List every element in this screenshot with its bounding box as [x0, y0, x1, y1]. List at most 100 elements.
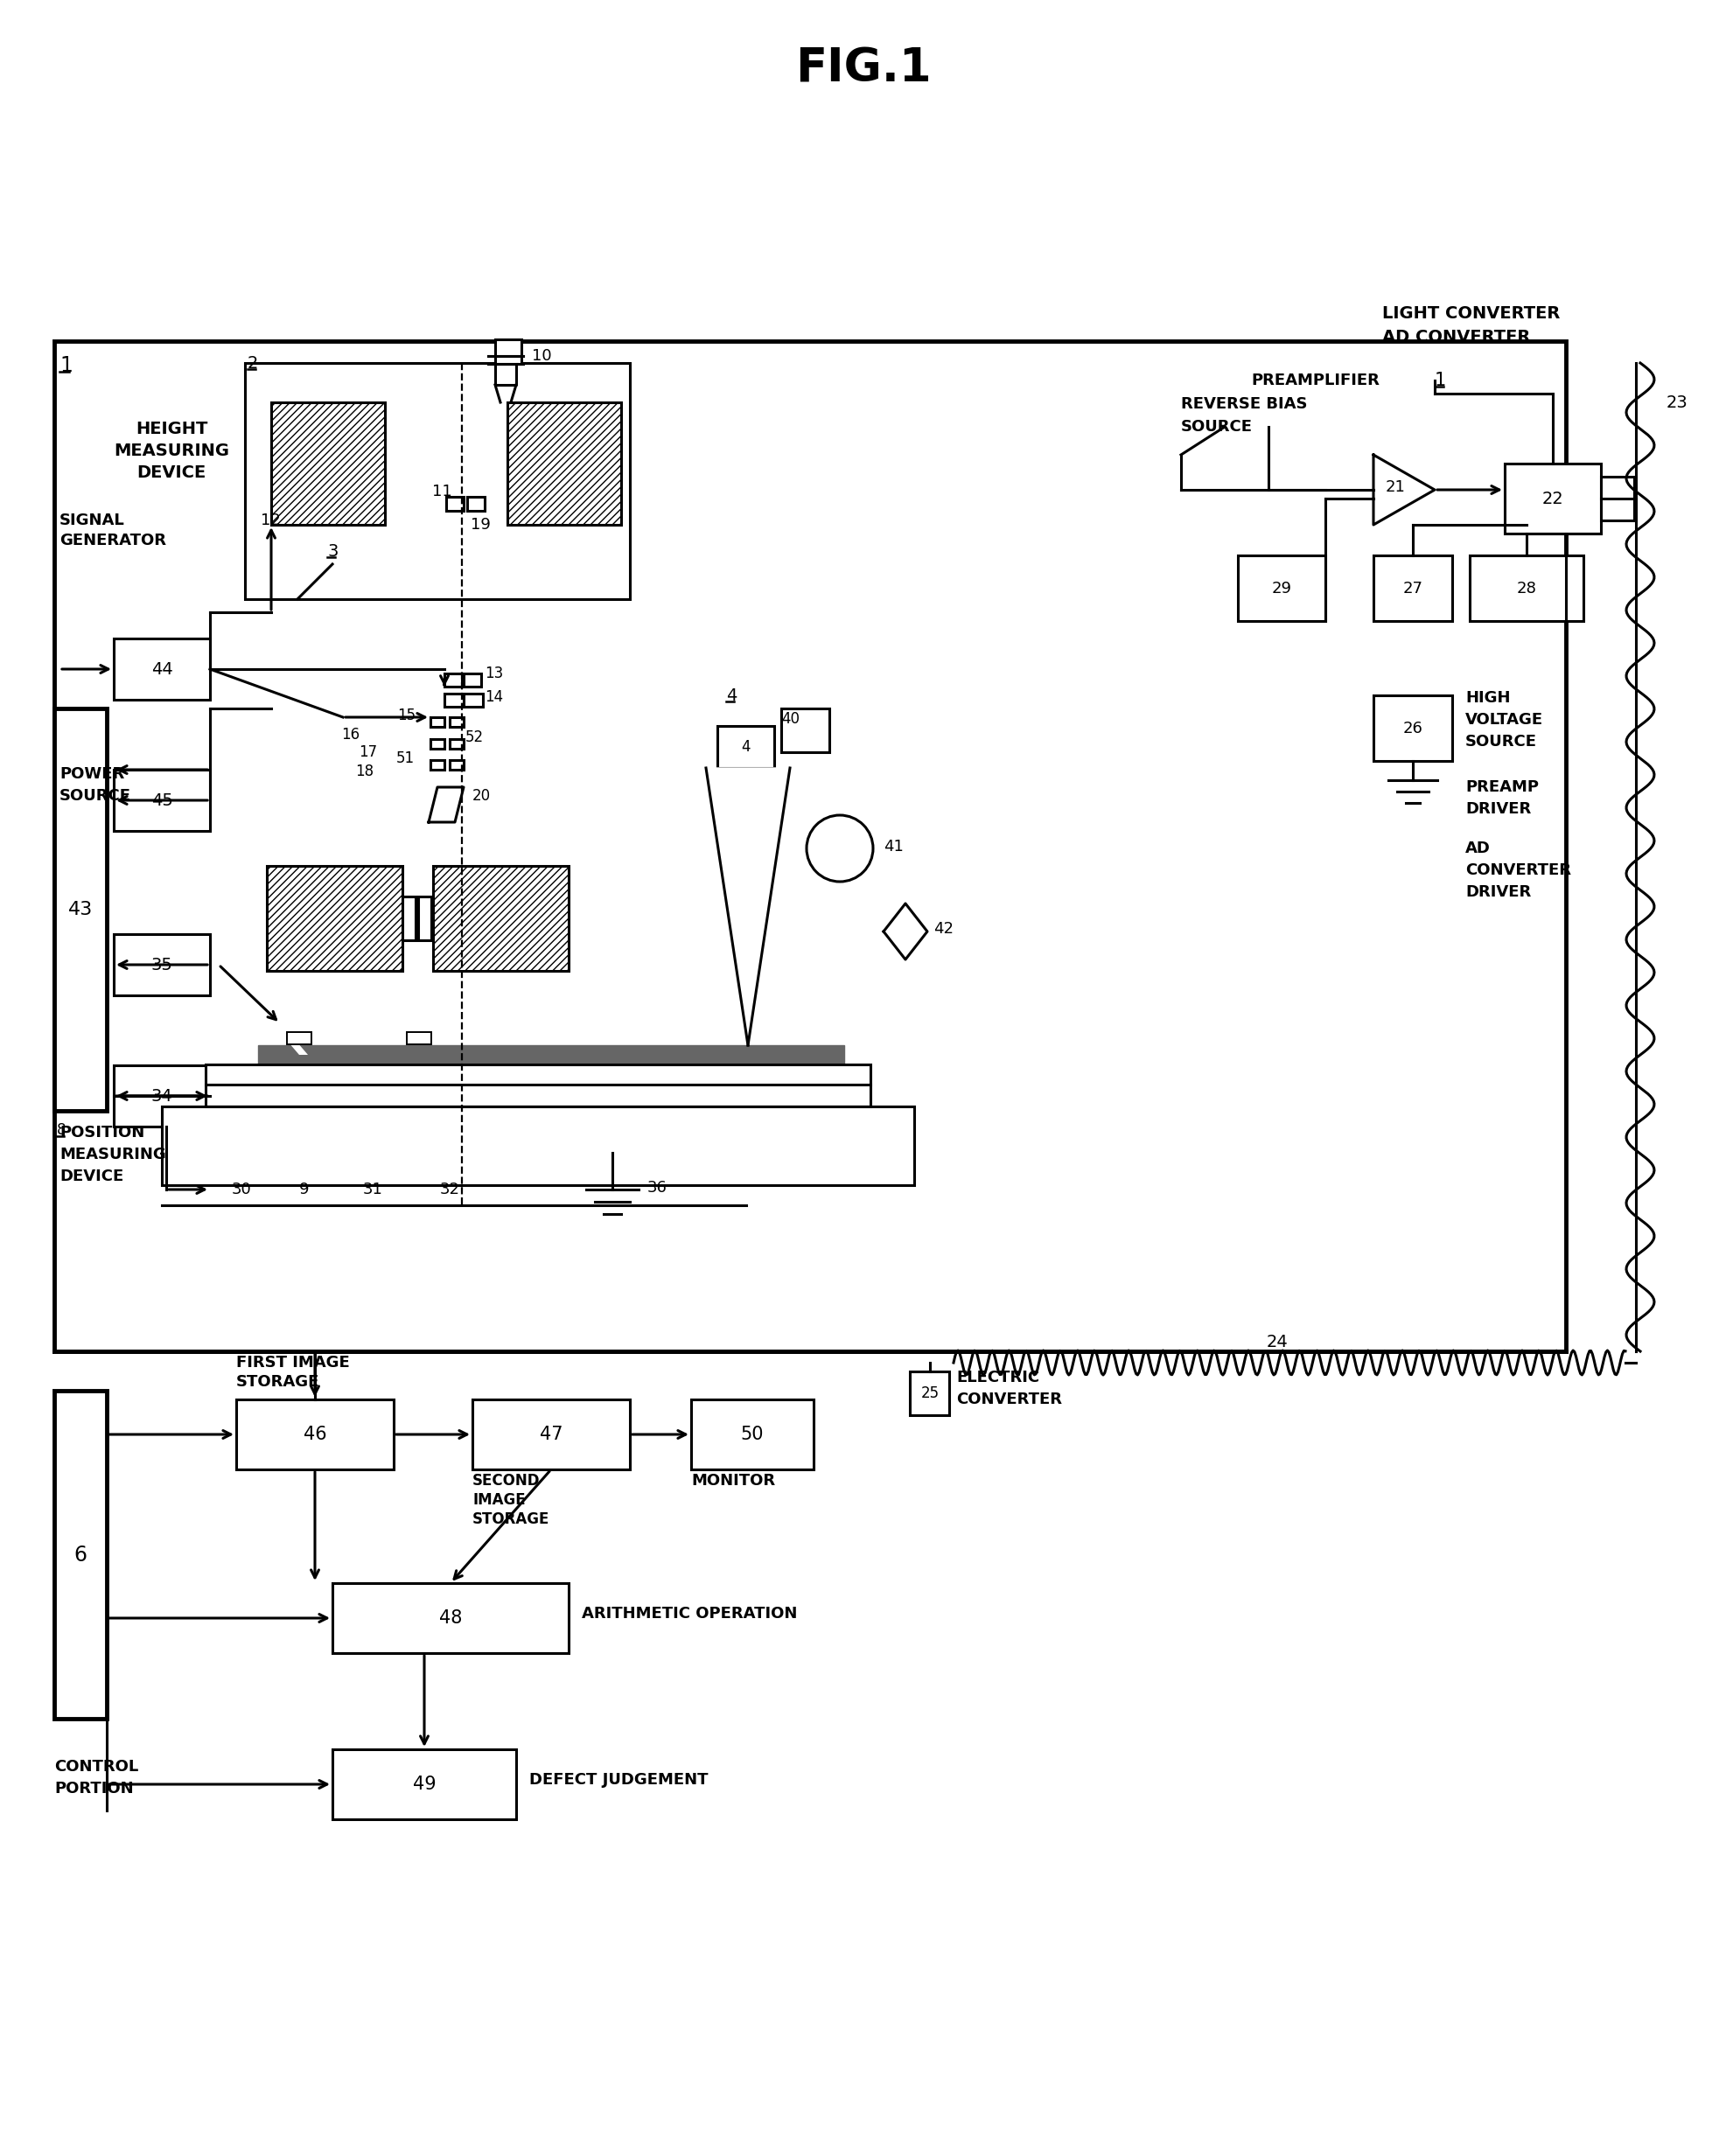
Text: 30: 30 — [231, 1181, 252, 1197]
Text: HEIGHT: HEIGHT — [135, 420, 207, 438]
Text: PREAMPLIFIER: PREAMPLIFIER — [1250, 373, 1379, 388]
Text: POWER: POWER — [59, 765, 124, 783]
Bar — [333, 1583, 568, 1654]
Text: 17: 17 — [359, 744, 376, 761]
Text: 47: 47 — [539, 1425, 563, 1442]
Text: DRIVER: DRIVER — [1465, 802, 1531, 817]
Text: AD CONVERTER: AD CONVERTER — [1381, 328, 1529, 345]
Text: REVERSE BIAS: REVERSE BIAS — [1181, 397, 1307, 412]
Text: 26: 26 — [1402, 720, 1422, 737]
Bar — [430, 718, 444, 727]
Text: STORAGE: STORAGE — [473, 1511, 549, 1526]
Bar — [445, 496, 463, 511]
Bar — [114, 934, 211, 996]
Polygon shape — [706, 768, 789, 1046]
Text: 20: 20 — [473, 789, 490, 804]
Bar — [495, 338, 521, 364]
Bar — [463, 673, 482, 686]
Bar — [473, 1399, 630, 1470]
Text: 49: 49 — [413, 1777, 435, 1794]
Text: 28: 28 — [1515, 580, 1536, 597]
Bar — [1600, 476, 1633, 520]
Text: 2: 2 — [247, 356, 259, 371]
Text: 19: 19 — [471, 517, 490, 533]
Bar — [430, 740, 444, 748]
Text: 24: 24 — [1265, 1335, 1288, 1352]
Bar — [910, 1371, 949, 1414]
Bar — [1238, 556, 1324, 621]
Text: 50: 50 — [740, 1425, 763, 1442]
Text: 4: 4 — [740, 740, 751, 755]
Bar — [271, 403, 385, 524]
Bar — [1372, 696, 1452, 761]
Bar — [444, 673, 461, 686]
Text: PORTION: PORTION — [54, 1781, 133, 1796]
Text: 8: 8 — [57, 1121, 66, 1138]
Text: POSITION: POSITION — [59, 1125, 145, 1141]
Text: LIGHT CONVERTER: LIGHT CONVERTER — [1381, 304, 1559, 321]
Text: 22: 22 — [1541, 489, 1562, 507]
Bar — [449, 740, 463, 748]
Bar — [716, 727, 773, 768]
Text: 23: 23 — [1666, 395, 1688, 410]
Bar — [236, 1399, 394, 1470]
Text: AD: AD — [1465, 841, 1490, 856]
Text: 32: 32 — [440, 1181, 459, 1197]
Bar — [430, 761, 444, 770]
Text: VOLTAGE: VOLTAGE — [1465, 711, 1543, 729]
Text: SOURCE: SOURCE — [1181, 418, 1251, 436]
Bar — [54, 341, 1565, 1352]
Bar — [418, 897, 432, 940]
Text: ARITHMETIC OPERATION: ARITHMETIC OPERATION — [582, 1606, 797, 1621]
Text: 41: 41 — [884, 839, 903, 854]
Polygon shape — [884, 903, 927, 959]
Text: MEASURING: MEASURING — [59, 1147, 166, 1162]
Bar — [463, 694, 483, 707]
Bar — [162, 1106, 913, 1186]
Text: 44: 44 — [150, 660, 173, 677]
Text: 9: 9 — [299, 1181, 309, 1197]
Text: SOURCE: SOURCE — [1465, 733, 1536, 750]
Text: SIGNAL: SIGNAL — [59, 513, 124, 528]
Text: 4: 4 — [725, 688, 737, 703]
Bar — [402, 897, 416, 940]
Text: FIG.1: FIG.1 — [796, 45, 930, 91]
Text: MONITOR: MONITOR — [690, 1473, 775, 1488]
Bar — [114, 638, 211, 701]
Text: 40: 40 — [780, 711, 799, 727]
Text: STORAGE: STORAGE — [236, 1373, 319, 1391]
Text: 12: 12 — [261, 513, 281, 528]
Bar — [114, 1065, 211, 1128]
Text: MEASURING: MEASURING — [114, 442, 230, 459]
Text: 48: 48 — [438, 1608, 463, 1628]
Text: ELECTRIC: ELECTRIC — [956, 1369, 1039, 1386]
Text: HIGH: HIGH — [1465, 690, 1510, 705]
Text: 18: 18 — [356, 763, 373, 778]
Text: CONVERTER: CONVERTER — [1465, 862, 1571, 877]
Text: 52: 52 — [466, 729, 483, 746]
Bar — [507, 403, 621, 524]
Bar — [114, 770, 211, 830]
Text: 1: 1 — [59, 356, 72, 375]
Bar — [444, 694, 463, 707]
Text: 15: 15 — [397, 707, 416, 722]
Text: 51: 51 — [395, 750, 414, 765]
Text: CONVERTER: CONVERTER — [956, 1391, 1061, 1408]
Text: 3: 3 — [326, 543, 338, 558]
Text: 42: 42 — [934, 921, 953, 936]
Text: 27: 27 — [1402, 580, 1422, 597]
Text: 43: 43 — [67, 901, 93, 918]
Bar — [780, 709, 828, 752]
Text: DEVICE: DEVICE — [59, 1169, 124, 1184]
Text: 36: 36 — [647, 1179, 666, 1197]
Bar — [449, 761, 463, 770]
Bar — [54, 1391, 107, 1718]
Text: 6: 6 — [74, 1544, 86, 1565]
Text: SOURCE: SOURCE — [59, 789, 131, 804]
Text: DEFECT JUDGEMENT: DEFECT JUDGEMENT — [528, 1772, 708, 1787]
Text: SECOND: SECOND — [473, 1473, 540, 1488]
Bar — [245, 362, 630, 599]
Polygon shape — [1372, 455, 1434, 524]
Text: 14: 14 — [485, 690, 502, 705]
Text: 34: 34 — [150, 1087, 173, 1104]
